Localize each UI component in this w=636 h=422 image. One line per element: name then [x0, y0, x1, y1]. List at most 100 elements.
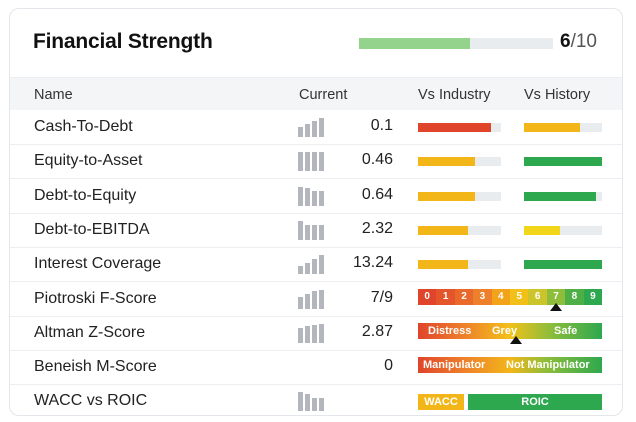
sparkline-bar — [305, 394, 310, 412]
score-bar — [359, 38, 553, 49]
roic-bar[interactable]: ROIC — [468, 394, 602, 411]
vs-history-bar[interactable] — [524, 123, 602, 132]
piotroski-step: 9 — [583, 288, 603, 305]
metric-value: 0 — [384, 357, 393, 375]
sparkline-bar — [312, 398, 317, 412]
table-row[interactable]: Debt-to-EBITDA 2.32 — [10, 214, 622, 248]
col-vs-industry: Vs Industry — [418, 87, 491, 103]
vs-industry-bar[interactable] — [418, 157, 501, 167]
metric-name[interactable]: Interest Coverage — [34, 255, 162, 273]
sparkline-bar — [319, 190, 324, 206]
history-sparkline-icon[interactable] — [298, 117, 326, 137]
piotroski-step: 2 — [454, 288, 474, 305]
metric-name[interactable]: Cash-To-Debt — [34, 118, 133, 135]
col-name: Name — [34, 87, 73, 103]
vs-history-bar[interactable] — [524, 260, 602, 270]
metric-value: 0.64 — [361, 185, 393, 203]
vs-industry-fill — [418, 157, 476, 167]
financial-strength-card: Financial Strength 6/10 Name Current Vs … — [9, 8, 623, 416]
altman-scale[interactable]: Distress Grey Safe — [418, 322, 602, 339]
beneish-manipulator-label: Manipulator — [423, 359, 486, 372]
vs-industry-fill — [418, 260, 468, 270]
sparkline-bar — [298, 220, 303, 240]
sparkline-bar — [298, 266, 303, 275]
vs-industry-bar[interactable] — [418, 260, 501, 270]
sparkline-bar — [298, 186, 303, 206]
sparkline-bar — [319, 152, 324, 172]
altman-grey-label: Grey — [492, 324, 518, 337]
table-row[interactable]: Piotroski F-Score 7/9 0 1 2 3 4 5 6 7 8 9 — [10, 283, 622, 317]
history-sparkline-icon[interactable] — [298, 289, 326, 309]
score-bar-fill — [359, 38, 470, 49]
vs-history-bar[interactable] — [524, 191, 602, 201]
score-value: 6 — [560, 31, 571, 52]
sparkline-bar — [312, 324, 317, 343]
piotroski-step: 6 — [528, 288, 547, 305]
vs-history-bar[interactable] — [524, 225, 602, 235]
table-row[interactable]: Debt-to-Equity 0.64 — [10, 180, 622, 214]
sparkline-bar — [298, 392, 303, 412]
table-row[interactable]: Beneish M-Score 0 Manipulator Not Manipulat… — [10, 351, 622, 386]
sparkline-bar — [305, 187, 310, 206]
metric-value: 2.87 — [361, 322, 393, 340]
sparkline-bar — [305, 124, 310, 137]
vs-industry-bar[interactable] — [418, 123, 501, 132]
table-row[interactable]: Cash-To-Debt 0.1 — [10, 111, 622, 145]
vs-history-fill — [524, 225, 560, 235]
sparkline-bar — [305, 263, 310, 275]
metric-name[interactable]: Debt-to-Equity — [34, 186, 137, 204]
history-sparkline-icon[interactable] — [298, 323, 326, 343]
column-header: Name Current Vs Industry Vs History — [10, 77, 622, 110]
table-row[interactable]: Interest Coverage 13.24 — [10, 248, 622, 283]
piotroski-step: 1 — [436, 288, 455, 305]
sparkline-bar — [305, 224, 310, 240]
sparkline-bar — [312, 259, 317, 275]
history-sparkline-icon[interactable] — [298, 391, 326, 412]
piotroski-step: 3 — [473, 288, 492, 305]
metric-value: 13.24 — [352, 254, 393, 272]
metric-value: 0.1 — [370, 117, 393, 134]
table-row[interactable]: Altman Z-Score 2.87 Distress Grey Safe — [10, 317, 622, 351]
score-marker-icon — [550, 302, 562, 311]
piotroski-step: 5 — [510, 288, 529, 305]
altman-distress-label: Distress — [428, 324, 472, 337]
sparkline-bar — [319, 255, 324, 275]
history-sparkline-icon[interactable] — [298, 220, 326, 240]
vs-history-bar[interactable] — [524, 157, 602, 167]
history-sparkline-icon[interactable] — [298, 254, 326, 275]
vs-history-fill — [524, 157, 602, 167]
metric-name[interactable]: Equity-to-Asset — [34, 152, 143, 170]
sparkline-bar — [305, 325, 310, 343]
history-sparkline-icon[interactable] — [298, 151, 326, 172]
vs-industry-bar[interactable] — [418, 225, 501, 235]
vs-industry-bar[interactable] — [418, 191, 501, 201]
score-text: 6/10 — [560, 31, 597, 53]
sparkline-bar — [298, 152, 303, 172]
table-row[interactable]: WACC vs ROIC WACC ROIC — [10, 385, 622, 419]
table-row[interactable]: Equity-to-Asset 0.46 — [10, 145, 622, 180]
metric-value: 7/9 — [370, 288, 393, 306]
metric-name[interactable]: WACC vs ROIC — [34, 392, 148, 410]
sparkline-bar — [319, 224, 324, 240]
sparkline-bar — [298, 127, 303, 137]
score-max: /10 — [570, 31, 597, 52]
vs-industry-fill — [418, 225, 468, 235]
metric-name[interactable]: Altman Z-Score — [34, 323, 146, 341]
vs-history-fill — [524, 260, 602, 270]
wacc-bar[interactable]: WACC — [418, 394, 464, 411]
sparkline-bar — [312, 290, 317, 309]
vs-history-fill — [524, 123, 581, 132]
beneish-not-manipulator-label: Not Manipulator — [506, 359, 590, 372]
sparkline-bar — [319, 398, 324, 412]
history-sparkline-icon[interactable] — [298, 186, 326, 206]
sparkline-bar — [305, 152, 310, 172]
piotroski-step: 4 — [491, 288, 511, 305]
vs-industry-fill — [418, 191, 476, 201]
metric-name[interactable]: Piotroski F-Score — [34, 289, 157, 307]
metric-name[interactable]: Debt-to-EBITDA — [34, 220, 150, 238]
metric-value: 0.46 — [361, 151, 393, 169]
metric-name[interactable]: Beneish M-Score — [34, 358, 157, 376]
card-header: Financial Strength 6/10 — [10, 9, 622, 77]
beneish-scale[interactable]: Manipulator Not Manipulator — [418, 357, 602, 374]
